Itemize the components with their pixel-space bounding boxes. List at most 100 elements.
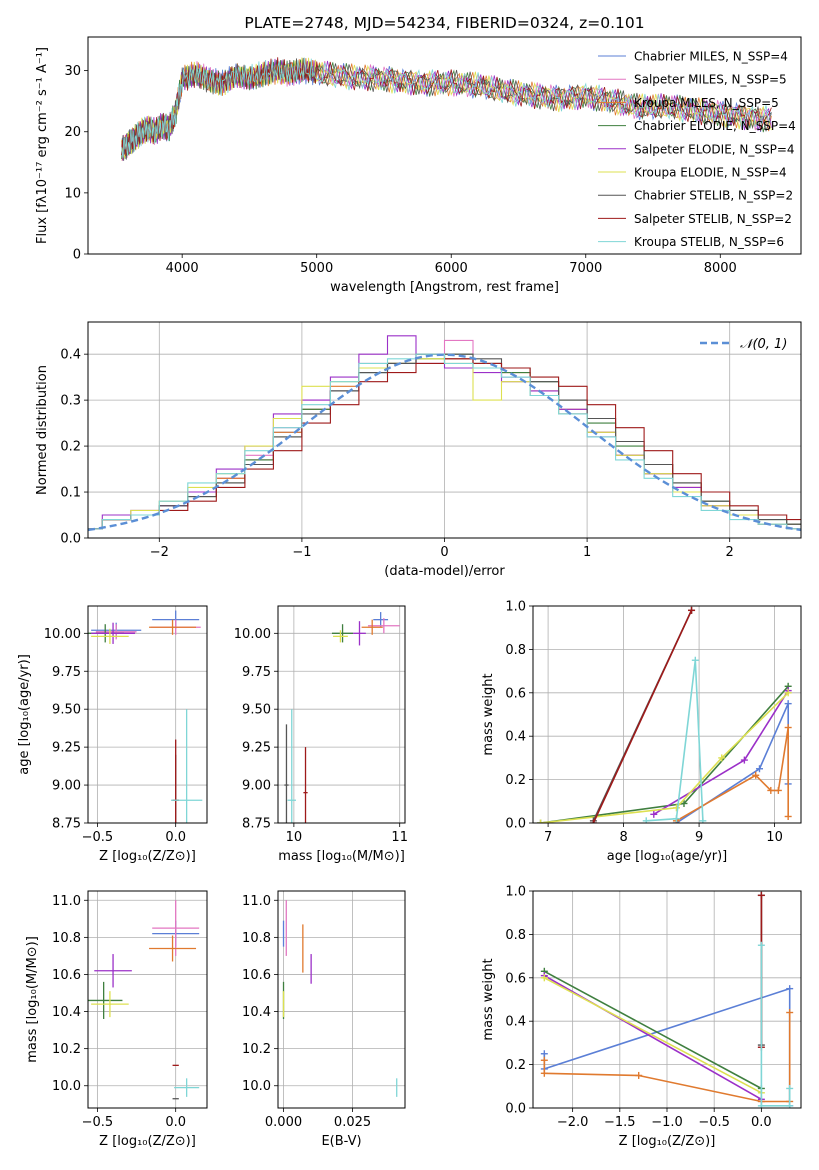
mass-vs-EBV-panel: 0.000 0.025 10.0 10.2 10.4 10.6 10.8 11.0 E(B-V)	[242, 890, 406, 1149]
residuals-marks	[88, 335, 801, 532]
y-tick-label: 10.8	[242, 931, 271, 946]
x-tick-label: 1	[583, 545, 591, 560]
legend-entry: Kroupa STELIB, N_SSP=6	[634, 235, 784, 249]
mass-vs-Z-marks	[88, 900, 200, 1100]
y-tick-label: 10.4	[52, 1005, 81, 1020]
data-point	[152, 900, 200, 956]
y-tick-label: 1.0	[505, 885, 526, 900]
x-tick-label: 0.000	[265, 1115, 302, 1130]
data-marker	[537, 819, 545, 823]
y-tick-label: 0.3	[60, 394, 81, 409]
y-tick-label: 0.4	[60, 348, 81, 363]
y-tick-label: 9.25	[242, 741, 271, 756]
y-tick-label: 10.6	[52, 968, 81, 983]
y-tick-label: 10.0	[52, 1079, 81, 1094]
x-tick-label: 0	[440, 545, 448, 560]
legend: 𝒩(0, 1)	[700, 337, 787, 352]
series-line	[675, 703, 790, 823]
data-point	[367, 618, 400, 634]
spectrum-marks	[121, 57, 772, 161]
y-tick-label: 9.50	[242, 703, 271, 718]
series-line	[121, 57, 772, 160]
y-axis-label: mass [log₁₀(M/M⊙)]	[25, 936, 40, 1063]
y-tick-label: 0.0	[505, 817, 526, 832]
series-line	[646, 660, 704, 822]
legend-entry: Salpeter MILES, N_SSP=5	[634, 73, 787, 87]
data-point	[94, 954, 132, 988]
data-marker	[784, 700, 792, 708]
data-marker	[642, 817, 650, 823]
series-line	[676, 727, 790, 822]
data-marker	[786, 1009, 794, 1017]
x-tick-label: 0.0	[751, 1115, 772, 1130]
y-tick-label: 9.00	[242, 779, 271, 794]
data-point	[303, 747, 308, 823]
x-tick-label: −2	[150, 545, 169, 560]
residuals-panel: −2 −1 0 1 2 0.0 0.1 0.2 0.3 0.4 (data-model)/error…	[35, 321, 802, 579]
data-point	[333, 630, 348, 643]
x-tick-label: 2	[726, 545, 734, 560]
y-tick-label: 0.6	[505, 971, 526, 986]
x-axis-label: Z [log₁₀(Z/Z⊙)]	[99, 1134, 196, 1149]
y-tick-label: 0.2	[60, 440, 81, 455]
y-tick-label: 0.8	[505, 928, 526, 943]
series-histogram	[88, 335, 801, 530]
data-marker	[752, 771, 760, 779]
age-vs-mass-panel: 10 11 8.75 9.00 9.25 9.50 9.75 10.00 mass [log₁₀…	[234, 605, 408, 864]
x-tick-label: 7	[544, 830, 552, 845]
legend-entry: Kroupa ELODIE, N_SSP=4	[634, 166, 787, 180]
chart-title: PLATE=2748, MJD=54234, FIBERID=0324, z=0…	[244, 14, 644, 32]
x-axis-label: Z [log₁₀(Z/Z⊙)]	[99, 849, 196, 864]
data-marker	[672, 804, 680, 812]
reference-gaussian	[88, 353, 801, 532]
series-line	[543, 977, 762, 1094]
data-marker	[540, 1050, 548, 1058]
data-marker	[718, 754, 726, 762]
y-tick-label: 0.4	[505, 1015, 526, 1030]
x-tick-label: 10	[286, 830, 303, 845]
y-tick-label: 8.75	[52, 817, 81, 832]
data-marker	[740, 756, 748, 764]
data-marker	[757, 1102, 765, 1108]
massweight-vs-Z-marks	[540, 891, 794, 1108]
massweight-vs-Z-panel: −2.0 −1.5 −1.0 −0.5 0.0 0.0 0.2 0.4 0.6 0.8 1.0 Z […	[481, 885, 802, 1149]
y-tick-label: 10.00	[234, 627, 271, 642]
y-tick-label: 9.50	[52, 703, 81, 718]
y-tick-label: 8.75	[242, 817, 271, 832]
y-tick-label: 0.0	[505, 1102, 526, 1117]
x-tick-label: 5000	[300, 261, 333, 276]
y-tick-label: 11.0	[242, 894, 271, 909]
legend-entry: Kroupa MILES, N_SSP=5	[634, 96, 779, 110]
y-tick-label: 0.0	[60, 532, 81, 547]
x-axis-label: wavelength [Angstrom, rest frame]	[330, 280, 559, 295]
series-line	[121, 57, 772, 158]
x-tick-label: −0.5	[698, 1115, 730, 1130]
axes-frame	[87, 605, 208, 824]
y-axis-label: mass weight	[481, 673, 496, 755]
y-tick-label: 0.8	[505, 643, 526, 658]
x-tick-label: 7000	[569, 261, 602, 276]
data-marker	[688, 606, 696, 614]
series-line	[543, 970, 762, 1090]
y-tick-label: 9.75	[242, 665, 271, 680]
massweight-vs-age-panel: 7 8 9 10 0.0 0.2 0.4 0.6 0.8 1.0 age [log₁₀(age/yr…	[481, 600, 802, 864]
data-point	[284, 724, 289, 823]
mass-vs-Z-panel: −0.5 0.0 10.0 10.2 10.4 10.6 10.8 11.0 Z [log₁₀(…	[25, 890, 208, 1149]
data-marker	[672, 815, 680, 823]
axes-frame	[277, 890, 406, 1109]
legend-entry: Chabrier ELODIE, N_SSP=4	[634, 119, 796, 133]
x-axis-label: mass [log₁₀(M/M⊙)]	[278, 849, 405, 864]
data-marker	[784, 689, 792, 697]
series-line	[540, 692, 789, 823]
x-tick-label: 8	[619, 830, 627, 845]
y-tick-label: 10.2	[52, 1042, 81, 1057]
data-point	[91, 991, 129, 1018]
y-tick-label: 0.4	[505, 730, 526, 745]
x-tick-label: −2.0	[557, 1115, 589, 1130]
data-point	[287, 709, 296, 823]
mass-vs-EBV-marks	[282, 900, 398, 1097]
axes-frame	[87, 36, 802, 255]
legend-entry: Chabrier STELIB, N_SSP=2	[634, 189, 793, 203]
data-point	[91, 622, 135, 644]
